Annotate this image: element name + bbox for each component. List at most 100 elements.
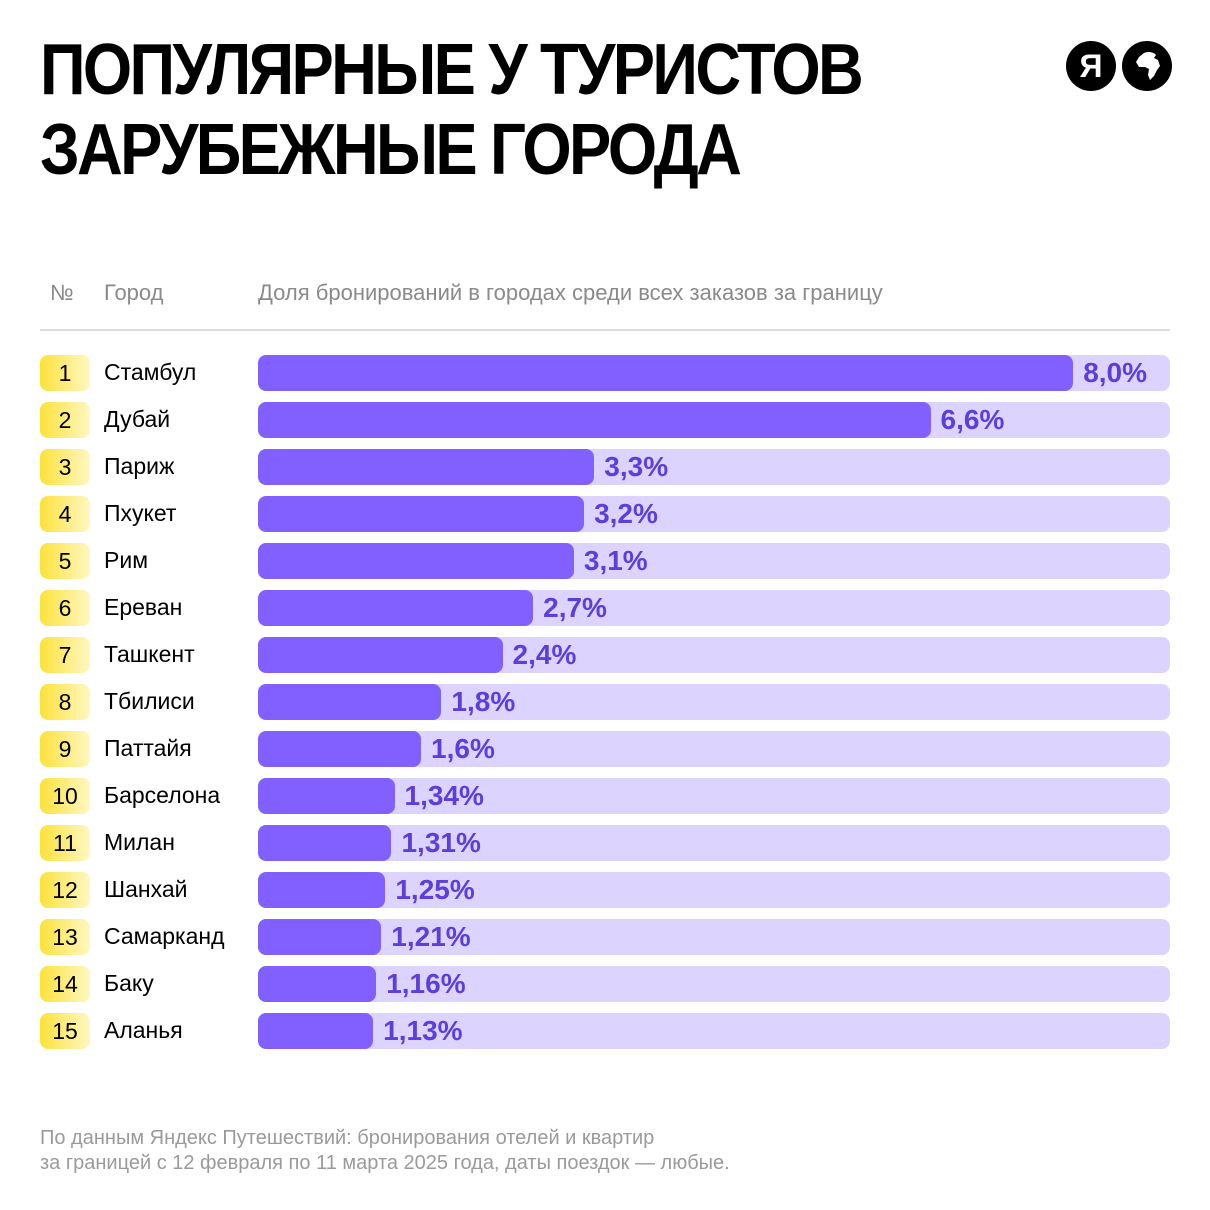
bar bbox=[258, 402, 931, 438]
rank-badge: 8 bbox=[40, 684, 90, 720]
bar bbox=[258, 1013, 374, 1049]
bar-row: 3 Париж 3,3% bbox=[40, 449, 1170, 485]
bar-track: 8,0% bbox=[258, 355, 1170, 391]
city-label: Самарканд bbox=[104, 923, 225, 949]
value-label: 1,13% bbox=[383, 1015, 463, 1046]
bar bbox=[258, 449, 595, 485]
yandex-logo: Я bbox=[1066, 41, 1116, 91]
rank-badge: 2 bbox=[40, 402, 90, 438]
globe-icon bbox=[1122, 41, 1172, 91]
rank-badge: 9 bbox=[40, 731, 90, 767]
city-label: Дубай bbox=[104, 406, 171, 432]
logos: Я bbox=[1066, 41, 1172, 91]
bar-row: 9 Паттайя 1,6% bbox=[40, 731, 1170, 767]
bar-track: 1,13% bbox=[258, 1013, 1170, 1049]
bar bbox=[258, 778, 395, 814]
rank-badge: 12 bbox=[40, 872, 90, 908]
value-label: 1,34% bbox=[404, 780, 484, 811]
bar bbox=[258, 919, 382, 955]
title-line: ПОПУЛЯРНЫЕ У ТУРИСТОВ bbox=[40, 30, 864, 110]
bar bbox=[258, 684, 442, 720]
bar-track: 1,31% bbox=[258, 825, 1170, 861]
bar bbox=[258, 872, 386, 908]
city-label: Милан bbox=[104, 829, 175, 855]
bar-track: 1,21% bbox=[258, 919, 1170, 955]
city-label: Паттайя bbox=[104, 735, 192, 761]
bar-row: 8 Тбилиси 1,8% bbox=[40, 684, 1170, 720]
value-label: 1,21% bbox=[391, 921, 471, 952]
bar bbox=[258, 543, 574, 579]
bar bbox=[258, 731, 422, 767]
bar-track: 6,6% bbox=[258, 402, 1170, 438]
rank-badge: 3 bbox=[40, 449, 90, 485]
bar bbox=[258, 825, 392, 861]
bar bbox=[258, 590, 534, 626]
value-label: 8,0% bbox=[1083, 357, 1148, 388]
city-label: Тбилиси bbox=[104, 688, 195, 714]
footnote-line: за границей с 12 февраля по 11 марта 202… bbox=[40, 1152, 730, 1174]
bar-row: 1 Стамбул 8,0% bbox=[40, 355, 1170, 391]
page-title: ПОПУЛЯРНЫЕ У ТУРИСТОВ ЗАРУБЕЖНЫЕ ГОРОДА bbox=[40, 30, 864, 190]
value-label: 1,16% bbox=[386, 968, 466, 999]
footnote-line: По данным Яндекс Путешествий: бронирован… bbox=[40, 1127, 655, 1149]
rank-badge: 5 bbox=[40, 543, 90, 579]
bar-row: 6 Ереван 2,7% bbox=[40, 590, 1170, 626]
bar-row: 15 Аланья 1,13% bbox=[40, 1013, 1170, 1049]
bar-track: 1,8% bbox=[258, 684, 1170, 720]
title-line: ЗАРУБЕЖНЫЕ ГОРОДА bbox=[40, 110, 742, 190]
rank-badge: 7 bbox=[40, 637, 90, 673]
value-label: 3,3% bbox=[604, 451, 669, 482]
bar-track: 1,6% bbox=[258, 731, 1170, 767]
bar-track: 2,7% bbox=[258, 590, 1170, 626]
bar-row: 12 Шанхай 1,25% bbox=[40, 872, 1170, 908]
city-label: Пхукет bbox=[104, 500, 177, 526]
value-label: 3,1% bbox=[583, 545, 648, 576]
bar-track: 1,25% bbox=[258, 872, 1170, 908]
bar-track: 3,3% bbox=[258, 449, 1170, 485]
city-label: Аланья bbox=[104, 1017, 183, 1043]
bar-row: 14 Баку 1,16% bbox=[40, 966, 1170, 1002]
bar bbox=[258, 966, 377, 1002]
rank-badge: 10 bbox=[40, 778, 90, 814]
value-label: 3,2% bbox=[594, 498, 658, 529]
rank-badge: 6 bbox=[40, 590, 90, 626]
rank-badge: 4 bbox=[40, 496, 90, 532]
bar-row: 13 Самарканд 1,21% bbox=[40, 919, 1170, 955]
city-label: Рим bbox=[104, 547, 149, 573]
city-label: Ереван bbox=[104, 594, 183, 620]
rank-badge: 14 bbox=[40, 966, 90, 1002]
bar-track: 3,2% bbox=[258, 496, 1170, 532]
bar-row: 4 Пхукет 3,2% bbox=[40, 496, 1170, 532]
bar bbox=[258, 496, 585, 532]
header-rank: № bbox=[50, 280, 74, 305]
rank-badge: 13 bbox=[40, 919, 90, 955]
city-label: Барселона bbox=[104, 782, 221, 808]
bar-row: 11 Милан 1,31% bbox=[40, 825, 1170, 861]
city-label: Стамбул bbox=[104, 359, 197, 385]
rank-badge: 15 bbox=[40, 1013, 90, 1049]
bar-track: 1,16% bbox=[258, 966, 1170, 1002]
value-label: 2,7% bbox=[543, 592, 607, 623]
bar-row: 10 Барселона 1,34% bbox=[40, 778, 1170, 814]
bar bbox=[258, 637, 503, 673]
header-city: Город bbox=[104, 280, 164, 305]
divider bbox=[40, 329, 1170, 331]
bar-row: 5 Рим 3,1% bbox=[40, 543, 1170, 579]
value-label: 1,6% bbox=[431, 733, 495, 764]
bar-track: 3,1% bbox=[258, 543, 1170, 579]
footnote: По данным Яндекс Путешествий: бронирован… bbox=[40, 1126, 730, 1176]
city-label: Баку bbox=[104, 970, 154, 996]
value-label: 1,8% bbox=[451, 686, 516, 717]
bar-track: 2,4% bbox=[258, 637, 1170, 673]
bar bbox=[258, 355, 1074, 391]
value-label: 6,6% bbox=[940, 404, 1005, 435]
city-label: Париж bbox=[104, 453, 175, 479]
bar-row: 2 Дубай 6,6% bbox=[40, 402, 1170, 438]
value-label: 2,4% bbox=[512, 639, 577, 670]
header-share: Доля бронирований в городах среди всех з… bbox=[258, 280, 883, 305]
rank-badge: 1 bbox=[40, 355, 90, 391]
value-label: 1,25% bbox=[395, 874, 475, 905]
city-label: Шанхай bbox=[104, 876, 188, 902]
bar-row: 7 Ташкент 2,4% bbox=[40, 637, 1170, 673]
